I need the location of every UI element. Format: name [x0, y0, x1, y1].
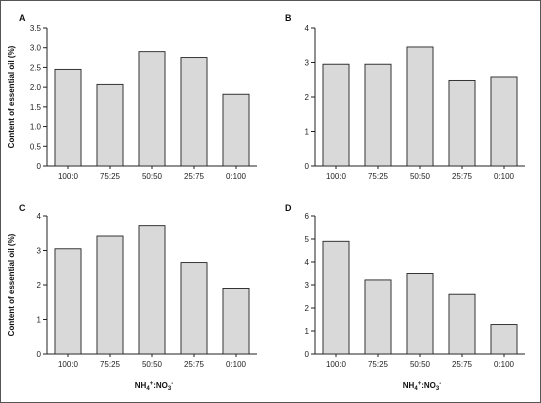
- y-tick-label: 4: [305, 258, 310, 267]
- y-tick-label: 1: [37, 316, 42, 325]
- bar-50-50: [406, 273, 434, 355]
- bar-50-50: [138, 225, 166, 355]
- x-tick-label: 100:0: [326, 172, 347, 181]
- x-tick-label: 0:100: [226, 172, 247, 181]
- x-tick-label: 25:75: [184, 172, 205, 181]
- bar-50-50: [138, 51, 166, 167]
- x-tick-label: 0:100: [494, 172, 515, 181]
- x-tick-label: 100:0: [58, 172, 79, 181]
- y-tick-label: 1: [305, 327, 310, 336]
- x-tick-label: 25:75: [184, 360, 205, 369]
- panel-letter: A: [19, 13, 26, 23]
- x-tick-label: 75:25: [100, 360, 121, 369]
- bar-0-100: [222, 288, 250, 355]
- bar-25-75: [180, 262, 208, 355]
- y-tick-label: 5: [305, 235, 310, 244]
- x-tick-label: 50:50: [410, 172, 431, 181]
- y-tick-label: 0: [305, 350, 310, 359]
- panel-d: D 0 1 2 3 4 5 6 100:0 75:25 50:50 25:75 0:100 NH4+:NO…: [285, 203, 525, 392]
- x-tick-label: 75:25: [368, 360, 389, 369]
- x-axis-label: NH4+:NO3-: [135, 381, 173, 392]
- bar-75-25: [96, 83, 124, 167]
- bar-100-0: [54, 68, 82, 167]
- y-tick-label: 4: [37, 212, 42, 221]
- y-tick-label: 1.5: [30, 103, 42, 112]
- y-tick-label: 2: [37, 281, 42, 290]
- x-tick-label: 0:100: [226, 360, 247, 369]
- y-tick-label: 1.0: [30, 123, 42, 132]
- y-tick-label: 3: [305, 281, 310, 290]
- x-tick-label: 50:50: [410, 360, 431, 369]
- x-tick-label: 50:50: [142, 360, 163, 369]
- bar-0-100: [222, 93, 250, 167]
- x-tick-label: 50:50: [142, 172, 163, 181]
- y-tick-label: 2.0: [30, 83, 42, 92]
- panel-letter: D: [285, 203, 292, 213]
- bar-75-25: [96, 235, 124, 355]
- bar-50-50: [406, 46, 434, 167]
- bar-25-75: [448, 79, 476, 167]
- y-tick-label: 0: [305, 162, 310, 171]
- bar-25-75: [448, 293, 476, 355]
- panel-a: A 0 0.5 1.0 1.5 2.0 2.5 3.0 3.5 100:0 75:25 50:50 25…: [7, 13, 257, 181]
- y-tick-label: 0: [37, 162, 42, 171]
- y-tick-label: 2: [305, 93, 310, 102]
- x-axis-label: NH4+:NO3-: [403, 381, 441, 392]
- x-tick-label: 100:0: [58, 360, 79, 369]
- bar-0-100: [490, 76, 518, 167]
- bar-75-25: [364, 279, 392, 355]
- bar-100-0: [54, 248, 82, 355]
- x-tick-label: 0:100: [494, 360, 515, 369]
- x-tick-label: 25:75: [452, 360, 473, 369]
- y-axis-label: Content of essential oil (%): [7, 233, 16, 336]
- y-tick-label: 3.5: [30, 24, 42, 33]
- y-tick-label: 1: [305, 128, 310, 137]
- x-tick-label: 75:25: [100, 172, 121, 181]
- y-tick-label: 4: [305, 24, 310, 33]
- bar-100-0: [322, 240, 350, 355]
- bar-25-75: [180, 57, 208, 167]
- bar-0-100: [490, 324, 518, 355]
- y-tick-label: 2.5: [30, 63, 42, 72]
- x-tick-label: 75:25: [368, 172, 389, 181]
- y-tick-label: 0.5: [30, 142, 42, 151]
- y-tick-label: 6: [305, 212, 310, 221]
- y-tick-label: 0: [37, 350, 42, 359]
- panel-letter: B: [285, 13, 292, 23]
- panel-b: B 0 1 2 3 4 100:0 75:25 50:50 25:75 0:100: [285, 13, 525, 181]
- x-tick-label: 25:75: [452, 172, 473, 181]
- y-tick-label: 3.0: [30, 44, 42, 53]
- y-axis-label: Content of essential oil (%): [7, 45, 16, 148]
- panel-c: C 0 1 2 3 4 100:0 75:25 50:50 25:75 0:100 Content o…: [7, 203, 257, 392]
- y-tick-label: 3: [37, 247, 42, 256]
- y-tick-label: 2: [305, 304, 310, 313]
- bar-75-25: [364, 63, 392, 167]
- y-tick-label: 3: [305, 59, 310, 68]
- panel-letter: C: [19, 203, 26, 213]
- x-tick-label: 100:0: [326, 360, 347, 369]
- bar-100-0: [322, 63, 350, 167]
